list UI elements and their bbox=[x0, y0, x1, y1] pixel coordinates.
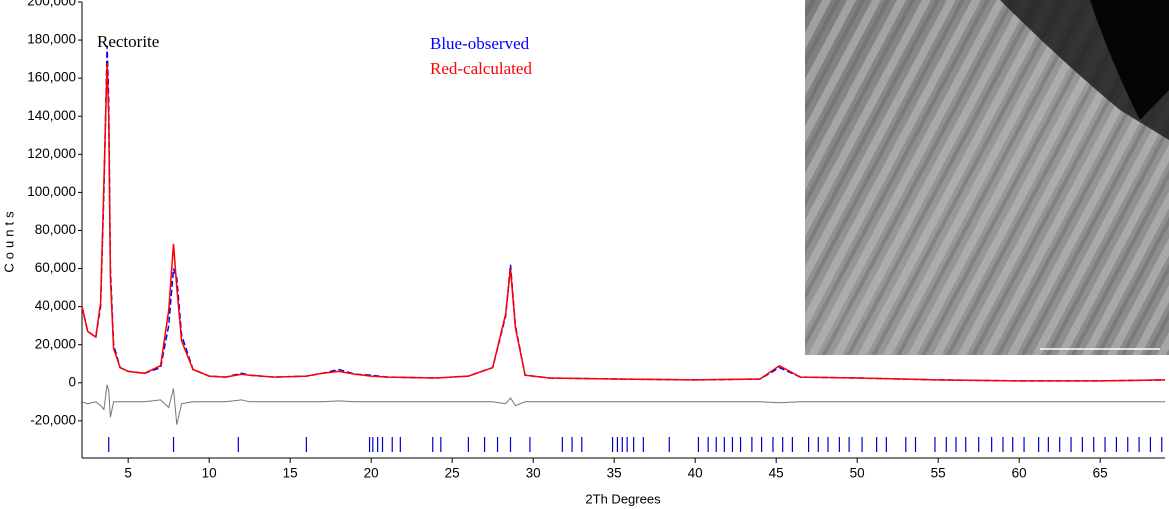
x-tick-label: 25 bbox=[445, 466, 460, 481]
x-tick-label: 50 bbox=[850, 466, 865, 481]
annotation: Rectorite bbox=[97, 32, 159, 51]
y-tick-label: 180,000 bbox=[27, 32, 76, 47]
y-tick-label: 80,000 bbox=[35, 222, 76, 237]
x-tick-label: 65 bbox=[1093, 466, 1108, 481]
inset-image bbox=[805, 0, 1169, 355]
x-tick-label: 5 bbox=[124, 466, 132, 481]
x-tick-label: 55 bbox=[931, 466, 946, 481]
x-tick-label: 40 bbox=[688, 466, 703, 481]
y-tick-label: 60,000 bbox=[35, 260, 76, 275]
x-tick-label: 10 bbox=[202, 466, 217, 481]
series-line bbox=[81, 62, 1166, 382]
y-tick-label: 20,000 bbox=[35, 336, 76, 351]
x-tick-label: 20 bbox=[364, 466, 379, 481]
y-tick-label: 160,000 bbox=[27, 70, 76, 85]
legend-entry: Blue-observed bbox=[430, 34, 530, 53]
series-line bbox=[81, 384, 1165, 425]
x-tick-label: 60 bbox=[1012, 466, 1027, 481]
y-tick-label: 100,000 bbox=[27, 184, 76, 199]
y-tick-label: 120,000 bbox=[27, 146, 76, 161]
x-tick-label: 15 bbox=[283, 466, 298, 481]
y-tick-label: 140,000 bbox=[27, 108, 76, 123]
x-tick-label: 45 bbox=[769, 466, 784, 481]
x-axis-label: 2Th Degrees bbox=[585, 491, 661, 506]
x-tick-label: 30 bbox=[526, 466, 541, 481]
y-tick-label: 200,000 bbox=[27, 0, 76, 9]
legend-entry: Red-calculated bbox=[430, 59, 532, 78]
y-tick-label: 40,000 bbox=[35, 298, 76, 313]
y-axis-label: Counts bbox=[1, 207, 16, 272]
y-tick-label: 0 bbox=[68, 374, 76, 389]
y-tick-label: -20,000 bbox=[30, 412, 76, 427]
x-tick-label: 35 bbox=[607, 466, 622, 481]
